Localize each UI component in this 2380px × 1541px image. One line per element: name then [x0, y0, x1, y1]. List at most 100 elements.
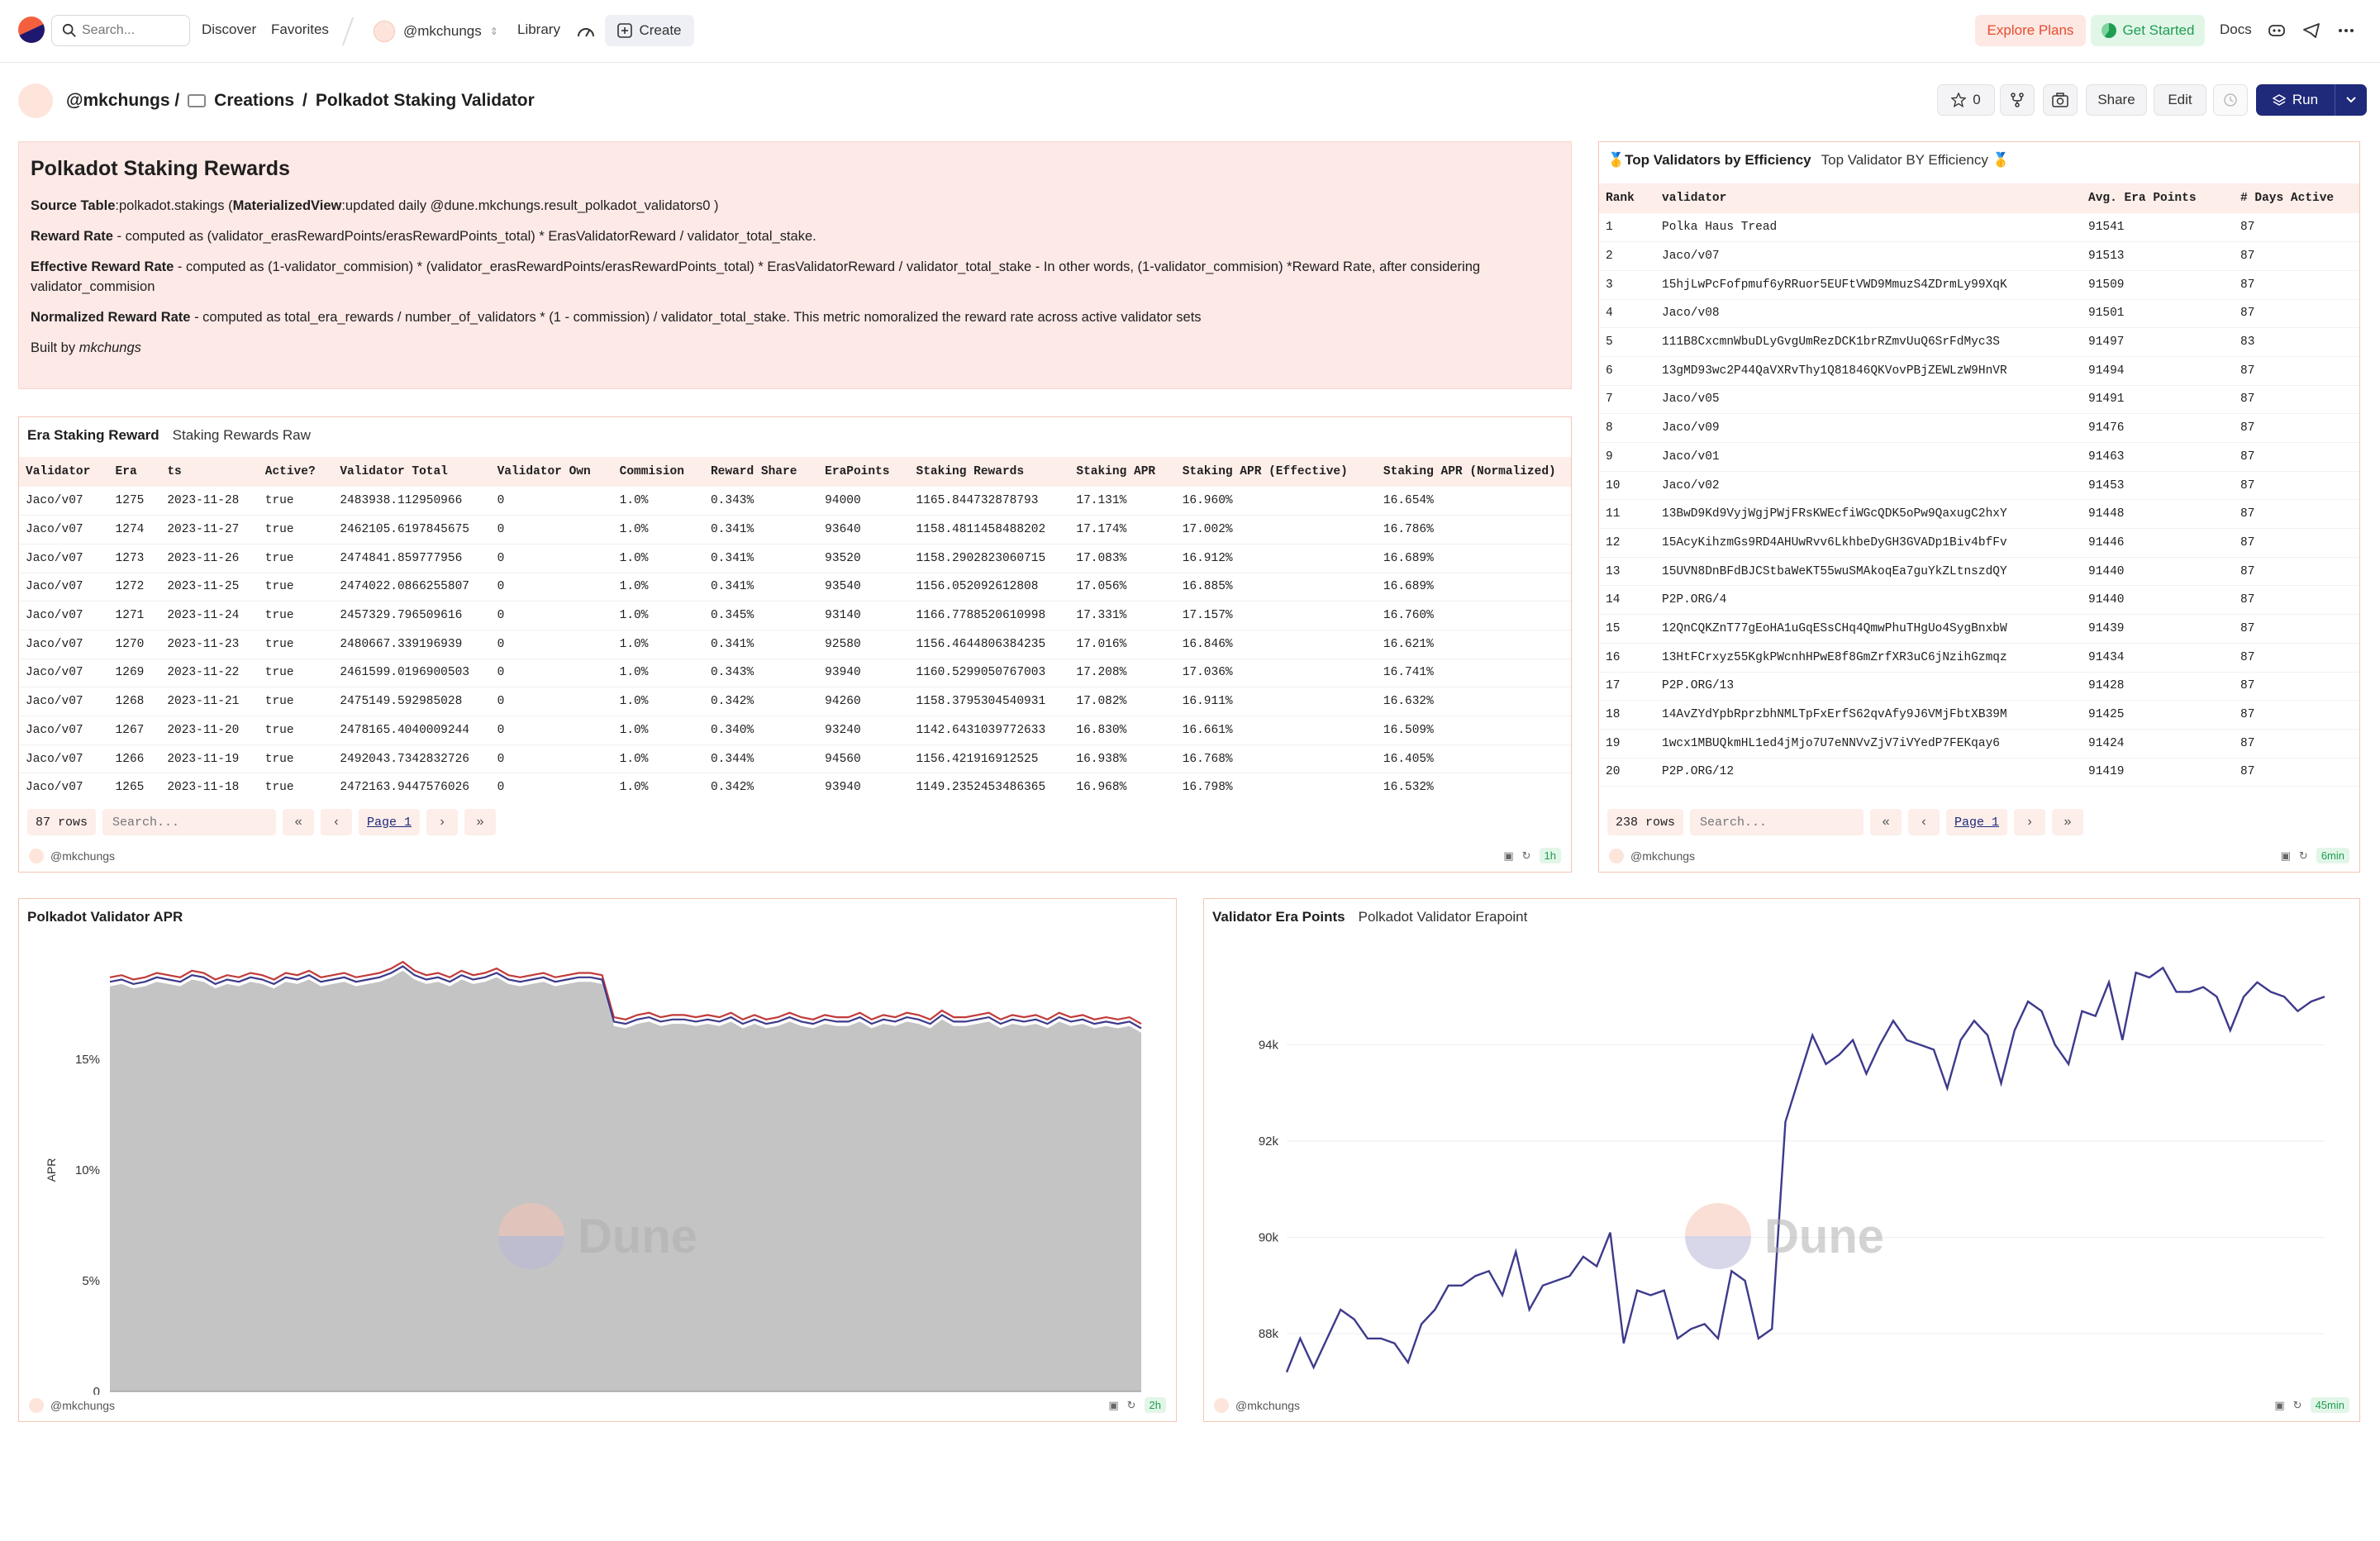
top-col-header[interactable]: Rank — [1599, 183, 1655, 213]
camera-icon[interactable]: ▣ — [2274, 1398, 2285, 1411]
table-row[interactable]: 6 13gMD93wc2P44QaVXRvThy1Q81846QKVovPBjZE… — [1599, 356, 2359, 386]
table-row[interactable]: 19 1wcx1MBUQkmHL1ed4jMjo7U7eNNVvZjV7iVYed… — [1599, 729, 2359, 759]
table-row[interactable]: 17 P2P.ORG/13 91428 87 — [1599, 672, 2359, 702]
author-name[interactable]: @mkchungs — [1235, 1399, 1301, 1412]
table-row[interactable]: 3 15hjLwPcFofpmuf6yRRuor5EUFtVWD9MmuzS4ZD… — [1599, 270, 2359, 300]
table-row[interactable]: Jaco/v07 1266 2023-11-19 true 2492043.734283… — [19, 744, 1571, 774]
table-row[interactable]: 15 12QnCQKZnT77gEoHA1uGqESsCHq4QmwPhuTHgU… — [1599, 614, 2359, 644]
table-row[interactable]: 9 Jaco/v01 91463 87 — [1599, 442, 2359, 472]
table-search-input[interactable] — [1690, 809, 1864, 835]
table-row[interactable]: Jaco/v07 1275 2023-11-28 true 2483938.112950… — [19, 487, 1571, 516]
era-col-header[interactable]: Validator Own — [490, 457, 613, 487]
camera-icon[interactable]: ▣ — [2280, 849, 2291, 862]
schedule-button[interactable] — [2213, 84, 2248, 116]
table-row[interactable]: 11 13BwD9Kd9VyjWgjPWjFRsKWEcfiWGcQDK5oPw9… — [1599, 499, 2359, 530]
author-name[interactable]: @mkchungs — [50, 1399, 116, 1412]
nav-docs[interactable]: Docs — [2220, 21, 2252, 37]
era-col-header[interactable]: Staking APR (Effective) — [1175, 457, 1377, 487]
era-col-header[interactable]: Validator — [19, 457, 109, 487]
top-table-scroll[interactable]: Rank validator Avg. Era Points # Days Activ… — [1599, 183, 2359, 797]
author-name[interactable]: @mkchungs — [1630, 849, 1696, 863]
era-col-header[interactable]: Reward Share — [703, 457, 819, 487]
table-row[interactable]: Jaco/v07 1272 2023-11-25 true 2474022.086625… — [19, 573, 1571, 602]
page-indicator[interactable]: Page 1 — [1946, 809, 2008, 835]
era-col-header[interactable]: Active? — [258, 457, 334, 487]
table-row[interactable]: 20 P2P.ORG/12 91419 87 — [1599, 758, 2359, 787]
breadcrumb-user[interactable]: @mkchungs / — [66, 91, 180, 110]
top-col-header[interactable]: Avg. Era Points — [2082, 183, 2234, 213]
run-dropdown[interactable] — [2335, 96, 2367, 104]
era-table-scroll[interactable]: Validator Era ts Active? Validator Total Vali… — [19, 457, 1571, 796]
explore-plans-button[interactable]: Explore Plans — [1975, 15, 2086, 46]
refresh-icon[interactable]: ↻ — [2292, 1398, 2302, 1411]
era-col-header[interactable]: ts — [160, 457, 259, 487]
table-row[interactable]: Jaco/v07 1274 2023-11-27 true 2462105.619784… — [19, 515, 1571, 545]
era-col-header[interactable]: Validator Total — [333, 457, 491, 487]
table-row[interactable]: 18 14AvZYdYpbRprzbhNMLTpFxErfS62qvAfy9J6V… — [1599, 700, 2359, 730]
top-col-header[interactable]: validator — [1655, 183, 2082, 213]
next-page-icon[interactable]: › — [426, 809, 459, 835]
table-row[interactable]: Jaco/v07 1269 2023-11-22 true 2461599.019690… — [19, 659, 1571, 688]
era-col-header[interactable]: Staking APR — [1069, 457, 1176, 487]
table-row[interactable]: 4 Jaco/v08 91501 87 — [1599, 299, 2359, 329]
camera-icon[interactable]: ▣ — [1503, 849, 1514, 862]
edit-button[interactable]: Edit — [2154, 84, 2206, 116]
table-search-input[interactable] — [102, 809, 277, 835]
era-col-header[interactable]: Era — [108, 457, 161, 487]
nav-favorites[interactable]: Favorites — [271, 21, 329, 37]
table-row[interactable]: 2 Jaco/v07 91513 87 — [1599, 241, 2359, 271]
camera-icon[interactable]: ▣ — [1108, 1398, 1119, 1411]
prev-page-icon[interactable]: ‹ — [321, 809, 353, 835]
first-page-icon[interactable]: « — [283, 809, 315, 835]
next-page-icon[interactable]: › — [2014, 809, 2046, 835]
refresh-icon[interactable]: ↻ — [2298, 849, 2308, 862]
discord-icon[interactable] — [2268, 21, 2286, 40]
table-row[interactable]: 14 P2P.ORG/4 91440 87 — [1599, 585, 2359, 616]
table-row[interactable]: Jaco/v07 1265 2023-11-18 true 2472163.944757… — [19, 773, 1571, 796]
era-col-header[interactable]: Staking Rewards — [909, 457, 1070, 487]
create-button[interactable]: Create — [605, 15, 694, 46]
search-input[interactable] — [82, 21, 184, 40]
table-row[interactable]: Jaco/v07 1270 2023-11-23 true 2480667.339196… — [19, 630, 1571, 659]
table-row[interactable]: Jaco/v07 1273 2023-11-26 true 2474841.859777… — [19, 544, 1571, 573]
table-row[interactable]: 5 111B8CxcmnWbuDLyGvgUmRezDCK1brRZmvUuQ6S… — [1599, 327, 2359, 357]
refresh-icon[interactable]: ↻ — [1521, 849, 1531, 862]
page-indicator[interactable]: Page 1 — [359, 809, 421, 835]
table-row[interactable]: Jaco/v07 1271 2023-11-24 true 2457329.796509… — [19, 601, 1571, 630]
era-col-header[interactable]: EraPoints — [818, 457, 910, 487]
table-row[interactable]: 7 Jaco/v05 91491 87 — [1599, 385, 2359, 415]
era-col-header[interactable]: Staking APR (Normalized) — [1376, 457, 1571, 487]
run-main[interactable]: Run — [2256, 84, 2335, 116]
top-col-header[interactable]: # Days Active — [2234, 183, 2359, 213]
prev-page-icon[interactable]: ‹ — [1908, 809, 1940, 835]
first-page-icon[interactable]: « — [1870, 809, 1902, 835]
screenshot-button[interactable] — [2043, 84, 2078, 116]
team-switcher[interactable]: @mkchungs ⇕ — [374, 17, 498, 46]
fork-button[interactable] — [2000, 84, 2035, 116]
table-row[interactable]: 16 13HtFCrxyz55KgkPWcnhHPwE8f8GmZrfXR3uC6… — [1599, 643, 2359, 673]
last-page-icon[interactable]: » — [464, 809, 497, 835]
table-row[interactable]: Jaco/v07 1267 2023-11-20 true 2478165.404000… — [19, 716, 1571, 745]
telegram-icon[interactable] — [2302, 21, 2320, 40]
table-row[interactable]: 10 Jaco/v02 91453 87 — [1599, 471, 2359, 501]
table-row[interactable]: 13 15UVN8DnBFdBJCStbaWeKT55wuSMAkoqEa7guY… — [1599, 557, 2359, 587]
dune-logo[interactable] — [18, 17, 45, 43]
refresh-icon[interactable]: ↻ — [1126, 1398, 1136, 1411]
run-button[interactable]: Run — [2256, 84, 2367, 116]
last-page-icon[interactable]: » — [2052, 809, 2084, 835]
breadcrumb-folder[interactable]: Creations — [214, 91, 295, 110]
table-row[interactable]: Jaco/v07 1268 2023-11-21 true 2475149.592985… — [19, 687, 1571, 716]
nav-discover[interactable]: Discover — [202, 21, 257, 37]
more-icon[interactable] — [2337, 21, 2355, 40]
table-row[interactable]: 1 Polka Haus Tread 91541 87 — [1599, 213, 2359, 243]
nav-library[interactable]: Library — [517, 21, 560, 37]
author-name[interactable]: @mkchungs — [50, 849, 116, 863]
table-row[interactable]: 8 Jaco/v09 91476 87 — [1599, 413, 2359, 443]
era-col-header[interactable]: Commision — [612, 457, 704, 487]
built-by-name[interactable]: mkchungs — [79, 340, 141, 355]
table-row[interactable]: 12 15AcyKihzmGs9RD4AHUwRvv6LkhbeDyGH3GVAD… — [1599, 528, 2359, 558]
share-button[interactable]: Share — [2086, 84, 2147, 116]
dashboard-gauge-icon[interactable] — [577, 23, 595, 38]
global-search[interactable] — [51, 15, 190, 46]
get-started-button[interactable]: Get Started — [2091, 15, 2205, 46]
